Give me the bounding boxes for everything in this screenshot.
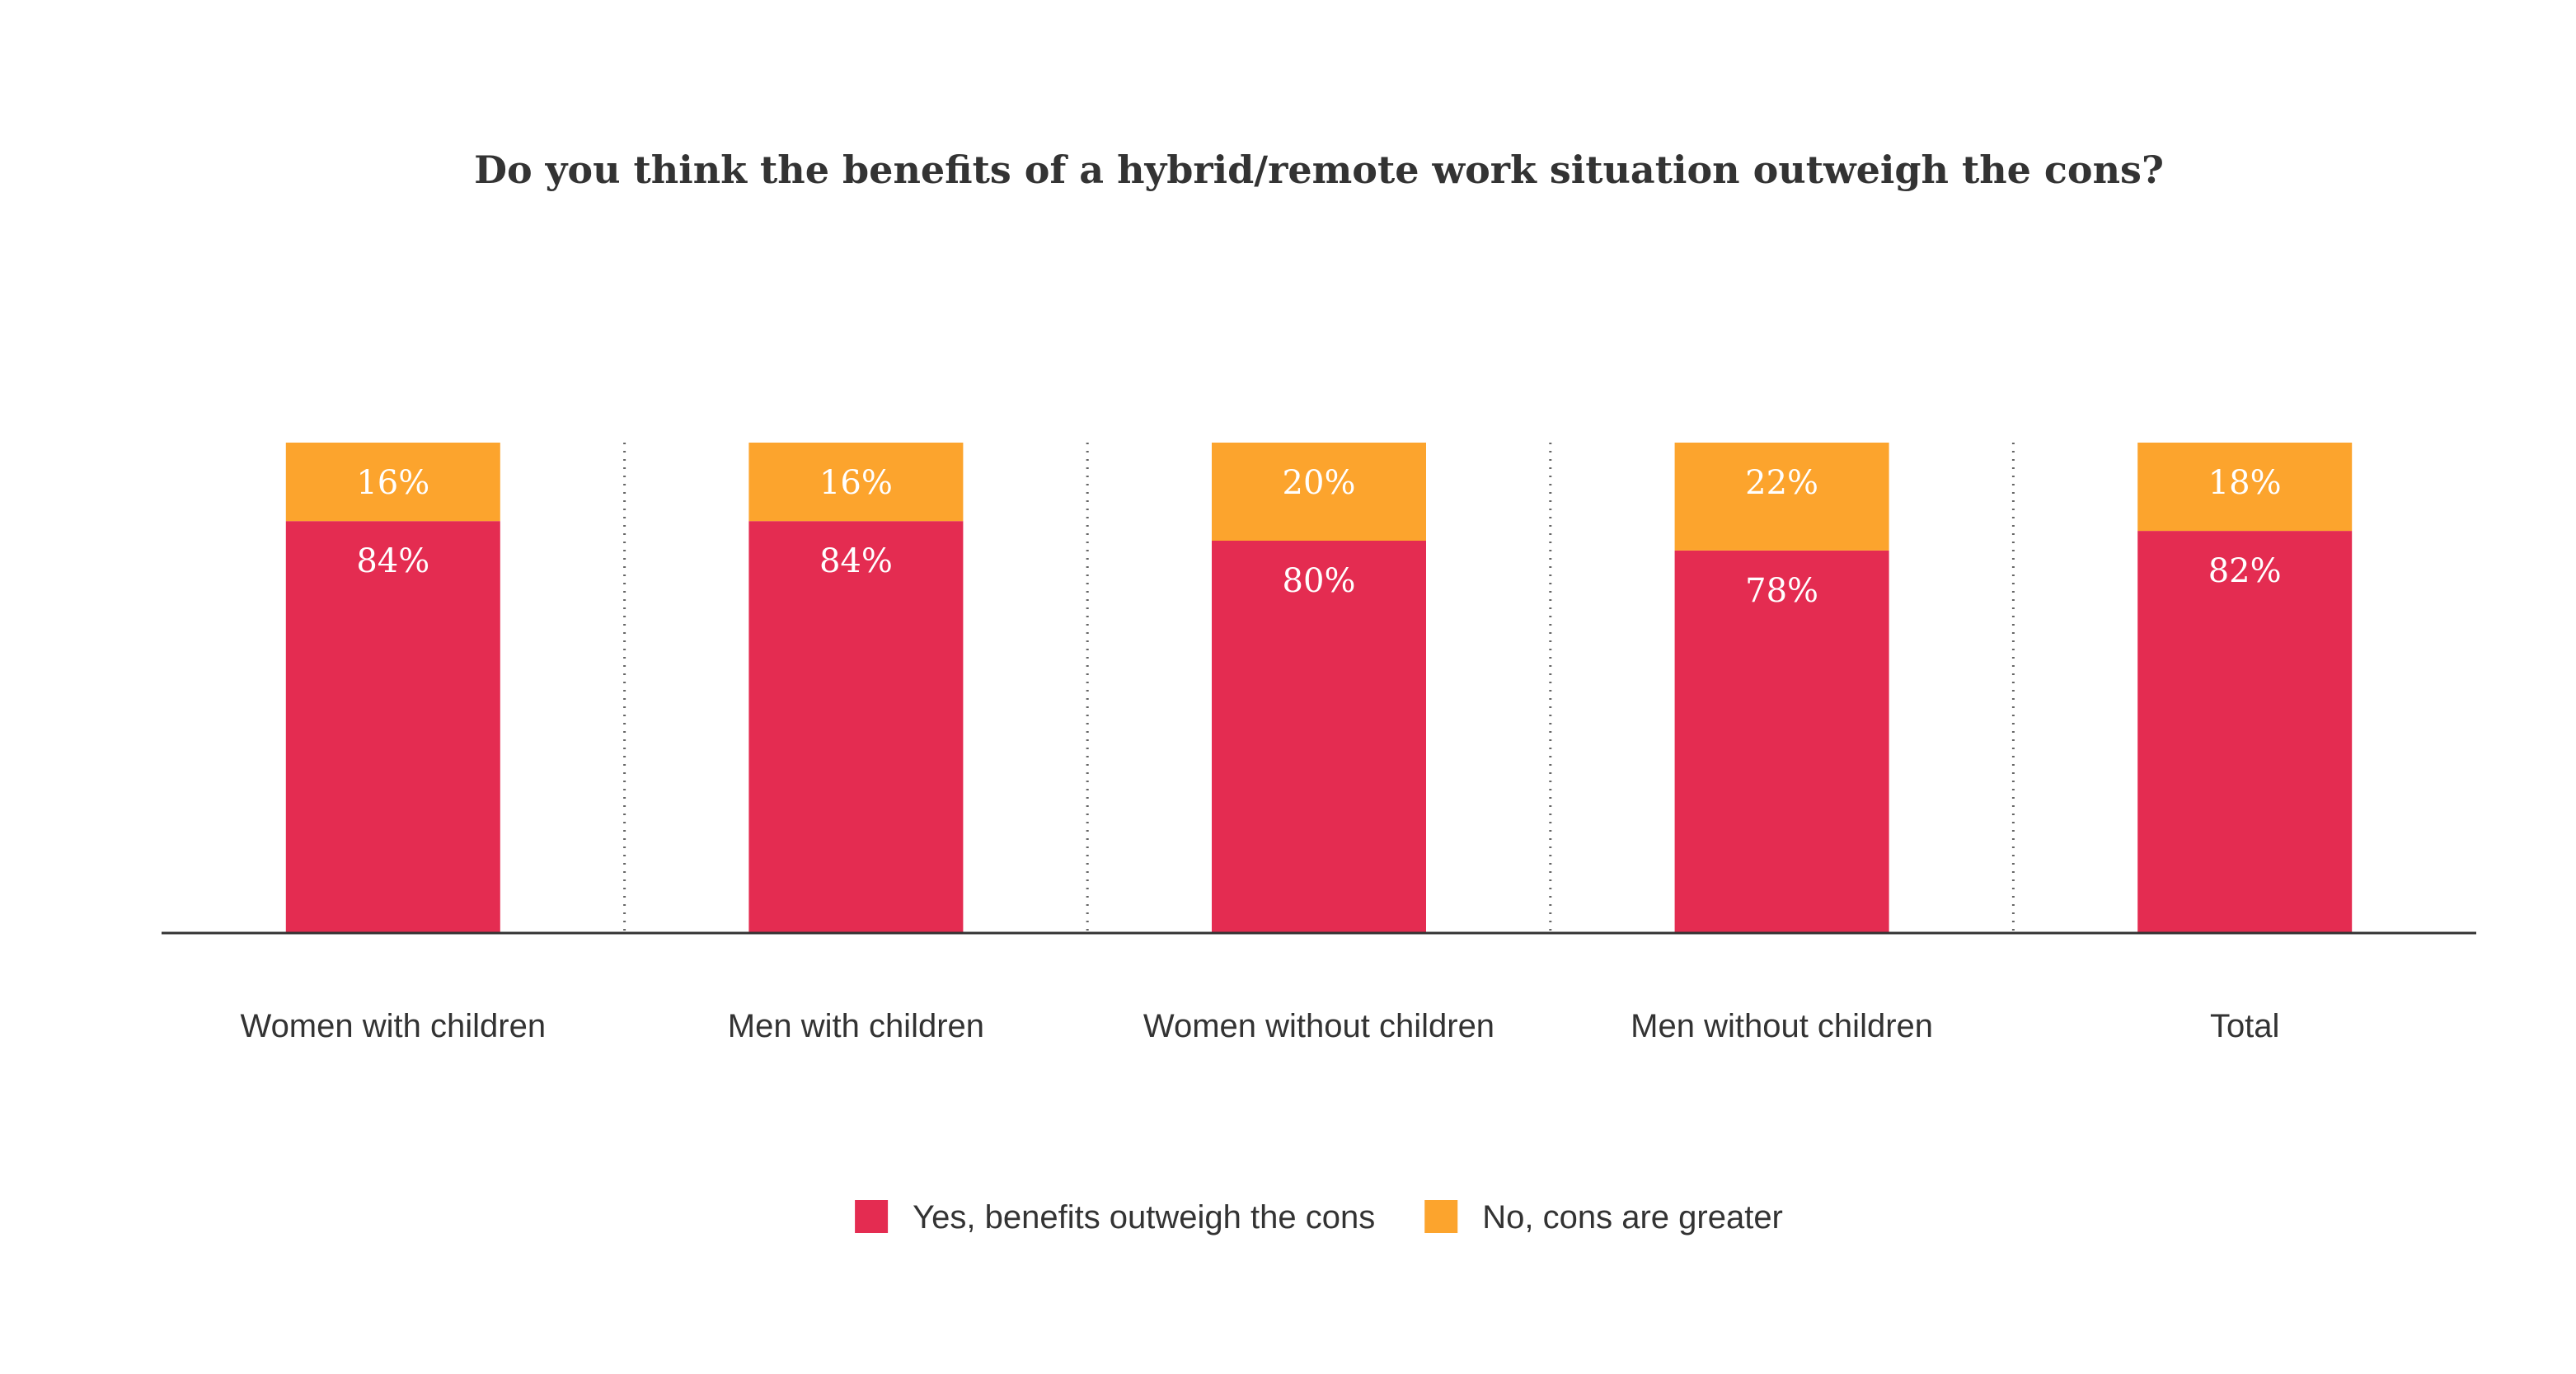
legend-label: No, cons are greater — [1482, 1199, 1783, 1236]
data-label: 78% — [1745, 572, 1818, 610]
bar-segment — [1674, 443, 1889, 551]
bar-segment — [2137, 443, 2353, 532]
legend-item: No, cons are greater — [1424, 1199, 1783, 1236]
bar-segment — [748, 521, 964, 933]
bar-segment — [285, 443, 500, 522]
category-labels: Women with children Men with children Wome… — [241, 1008, 2280, 1044]
legend-item: Yes, benefits outweigh the cons — [855, 1199, 1375, 1236]
chart-title: Do you think the benefits of a hybrid/re… — [474, 148, 2164, 192]
bar-segment — [1212, 443, 1426, 541]
legend-swatch — [1424, 1200, 1458, 1233]
bar-segment — [748, 443, 964, 522]
data-label: 82% — [2208, 552, 2282, 590]
bar-segment — [285, 521, 500, 933]
bar-segment — [2137, 531, 2353, 933]
data-label: 80% — [1283, 562, 1356, 600]
data-label: 18% — [2208, 464, 2282, 502]
data-label: 16% — [819, 464, 893, 502]
bar-segment — [1674, 550, 1889, 933]
category-label: Total — [2210, 1008, 2280, 1044]
bar-segment — [1212, 541, 1426, 933]
category-label: Women with children — [241, 1008, 547, 1044]
data-label: 22% — [1745, 464, 1818, 502]
category-label: Men with children — [728, 1008, 984, 1044]
legend-swatch — [855, 1200, 889, 1233]
category-label: Women without children — [1143, 1008, 1494, 1044]
data-label: 84% — [356, 542, 429, 580]
data-label: 16% — [356, 464, 429, 502]
bars: 84% 16% 84% 16% 80% 20% 78% 22% 82% 18% — [285, 443, 2353, 933]
legend: Yes, benefits outweigh the cons No, cons … — [855, 1199, 1783, 1236]
data-label: 84% — [819, 542, 893, 580]
legend-label: Yes, benefits outweigh the cons — [913, 1199, 1375, 1236]
category-label: Men without children — [1631, 1008, 1933, 1044]
data-label: 20% — [1283, 464, 1356, 502]
